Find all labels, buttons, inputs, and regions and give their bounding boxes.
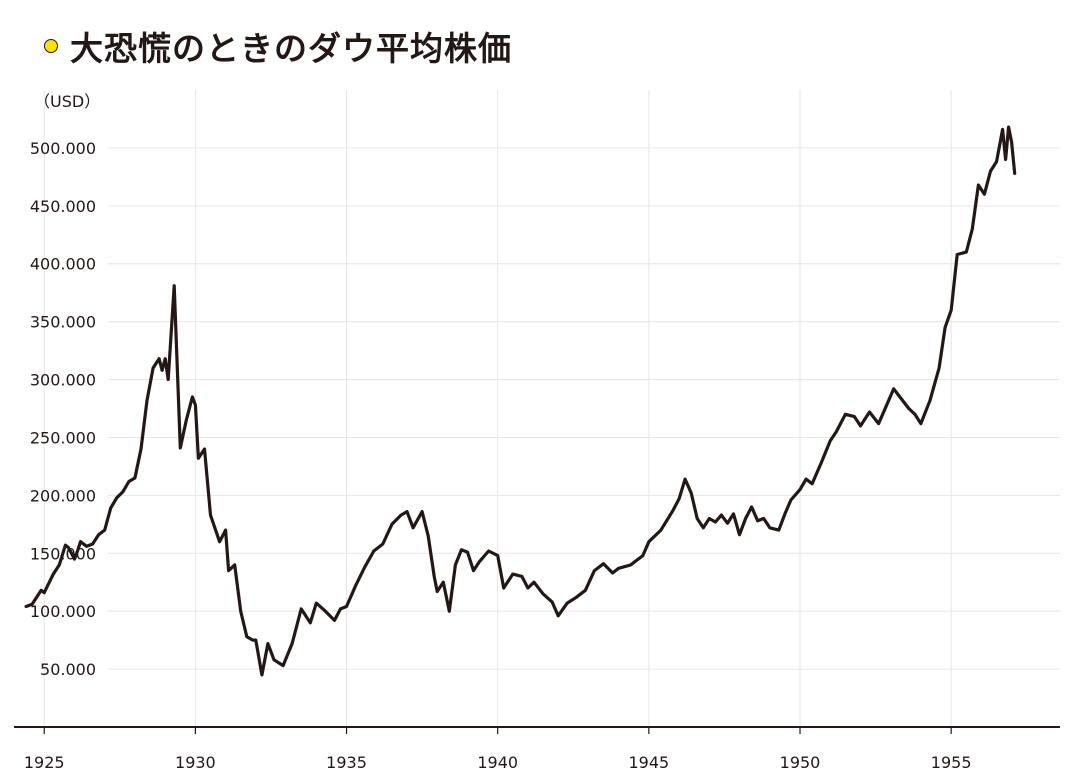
- vertical-gridlines: [43, 90, 952, 727]
- title-bullet-icon: [44, 39, 58, 53]
- y-tick-label: 450.000: [30, 197, 96, 216]
- dow-average-line: [24, 125, 1017, 677]
- y-tick-label: 400.000: [30, 255, 96, 274]
- y-tick-label: 300.000: [30, 371, 96, 390]
- y-axis-unit-label: （USD）: [34, 92, 100, 111]
- chart-title-text: 大恐慌のときのダウ平均株価: [70, 29, 512, 68]
- x-tick-label: 1935: [326, 753, 367, 772]
- y-tick-label: 100.000: [30, 602, 96, 621]
- x-tick-label: 1955: [931, 753, 972, 772]
- x-axis-tick-marks: [43, 727, 952, 734]
- y-tick-label: 50.000: [40, 660, 96, 679]
- y-tick-label: 350.000: [30, 313, 96, 332]
- y-tick-label: 200.000: [30, 486, 96, 505]
- x-tick-label: 1940: [477, 753, 518, 772]
- x-tick-label: 1930: [175, 753, 216, 772]
- horizontal-gridlines: [108, 147, 1060, 670]
- y-axis-tick-labels: 50.000100.000150.000200.000250.000300.00…: [30, 139, 96, 679]
- y-tick-label: 500.000: [30, 139, 96, 158]
- x-tick-label: 1950: [780, 753, 821, 772]
- x-tick-label: 1945: [628, 753, 669, 772]
- x-tick-label: 1925: [24, 753, 65, 772]
- chart-title: 大恐慌のときのダウ平均株価: [44, 22, 512, 70]
- y-tick-label: 250.000: [30, 428, 96, 447]
- x-axis-tick-labels: 1925 1930 1935 1940 1945 1950 1955: [24, 753, 972, 772]
